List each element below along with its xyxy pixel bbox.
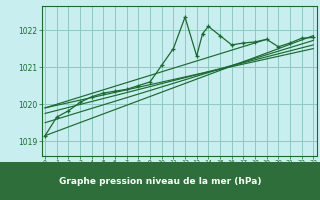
Text: Graphe pression niveau de la mer (hPa): Graphe pression niveau de la mer (hPa) <box>59 176 261 186</box>
